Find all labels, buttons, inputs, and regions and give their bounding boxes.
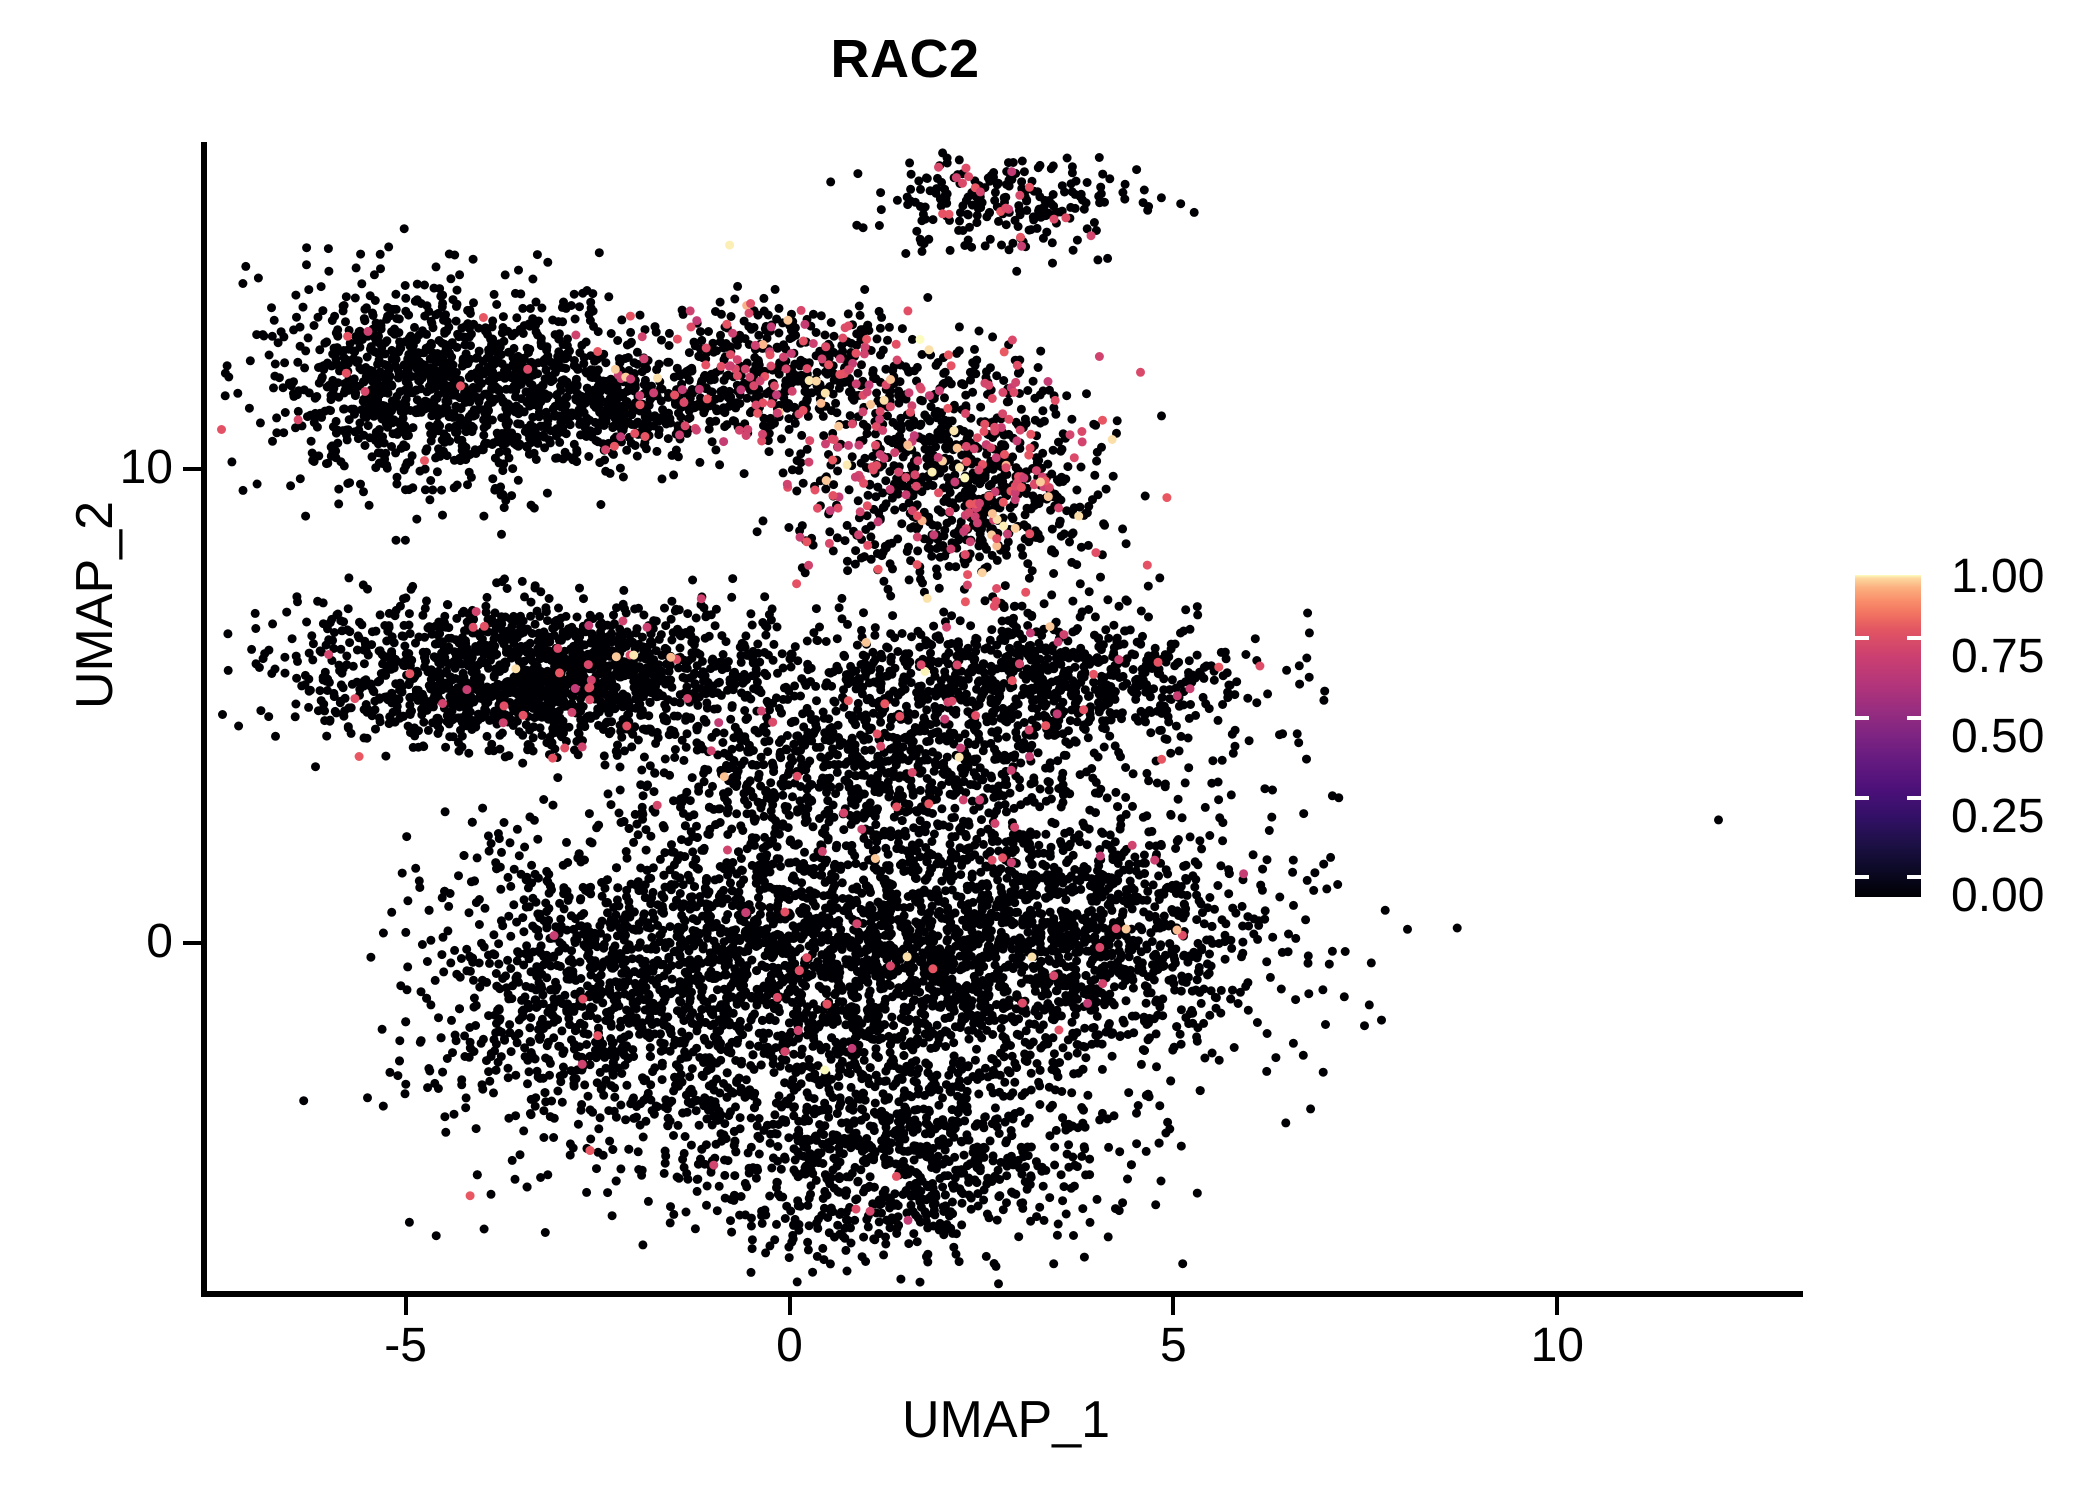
colorbar-tick [1907,636,1921,640]
x-axis-line [201,1291,1803,1297]
x-tick-label: 5 [1160,1319,1187,1372]
x-tick [1555,1297,1560,1315]
x-tick [1171,1297,1176,1315]
scatter-points-expressing [217,162,1265,1225]
x-axis-title: UMAP_1 [901,1391,1111,1449]
y-tick [183,467,201,472]
y-tick [183,941,201,946]
page-title: RAC2 [830,29,980,89]
x-tick [403,1297,408,1315]
y-axis-title: UMAP_2 [66,500,124,710]
colorbar-label-000: 0.00 [1951,869,2045,922]
colorbar-label-100: 1.00 [1951,550,2045,603]
gradient-bar-icon [1855,575,1921,897]
x-tick-label: 10 [1530,1319,1584,1372]
colorbar-tick [1855,796,1869,800]
colorbar-tick [1907,796,1921,800]
y-tick-label: 10 [119,441,173,495]
colorbar-tick [1907,716,1921,720]
x-tick [787,1297,792,1315]
colorbar-label-050: 0.50 [1951,710,2045,763]
x-tick-label: -5 [384,1319,427,1372]
scatter-points-low [218,148,1723,1289]
x-tick-label: 0 [776,1319,803,1372]
scatter-layer [217,148,1723,1289]
y-axis-line [201,142,207,1297]
colorbar-tick [1855,716,1869,720]
colorbar-tick [1855,636,1869,640]
colorbar-label-075: 0.75 [1951,630,2045,683]
colorbar-label-025: 0.25 [1951,790,2045,843]
colorbar-tick [1855,875,1869,879]
colorbar-tick [1907,875,1921,879]
colorbar-legend: 1.00 0.75 0.50 0.25 0.00 [1855,553,2085,920]
y-tick-label: 0 [146,915,173,969]
